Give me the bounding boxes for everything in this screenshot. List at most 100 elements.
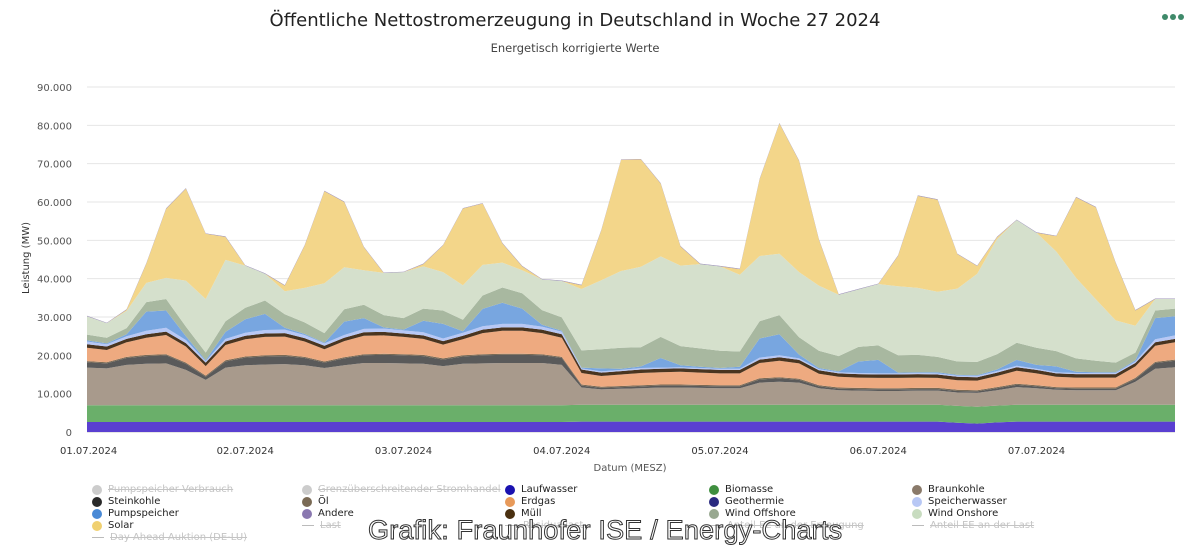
- y-tick-label: 60.000: [37, 198, 72, 209]
- y-tick-label: 80.000: [37, 121, 72, 132]
- area-öl[interactable]: [87, 353, 1175, 392]
- legend-dot-icon: [505, 484, 515, 495]
- legend-item[interactable]: Pumpspeicher Verbrauch: [92, 484, 233, 495]
- legend-label: Öl: [318, 496, 329, 507]
- area-wind-onshore[interactable]: [87, 220, 1175, 363]
- chart-title: Öffentliche Nettostromerzeugung in Deuts…: [269, 10, 881, 31]
- legend-dot-icon: [302, 484, 312, 495]
- legend-label: Andere: [318, 508, 354, 519]
- x-tick-label: 03.07.2024: [375, 446, 432, 457]
- x-tick-label: 01.07.2024: [60, 446, 117, 457]
- y-tick-label: 10.000: [37, 390, 72, 401]
- legend-dot-icon: [302, 496, 312, 507]
- legend-item[interactable]: Solar: [92, 520, 133, 531]
- legend-line-icon: [92, 537, 104, 538]
- legend-item[interactable]: Speicherwasser: [912, 496, 1007, 507]
- legend-label: Pumpspeicher Verbrauch: [108, 484, 234, 495]
- chart-subtitle: Energetisch korrigierte Werte: [490, 41, 660, 55]
- area-biomasse[interactable]: [87, 404, 1175, 424]
- legend-label: Steinkohle: [108, 496, 161, 507]
- legend-item[interactable]: Geothermie: [709, 496, 784, 507]
- legend-dot-icon: [302, 508, 312, 519]
- legend-label: Müll: [521, 508, 542, 519]
- area-wind-offshore[interactable]: [87, 287, 1175, 376]
- legend-dot-icon: [505, 508, 515, 519]
- y-tick-label: 50.000: [37, 236, 72, 247]
- x-tick-label: 04.07.2024: [533, 446, 590, 457]
- legend-dot-icon: [912, 496, 922, 507]
- legend-label: Pumpspeicher: [108, 508, 179, 519]
- legend-item[interactable]: Öl: [302, 496, 329, 507]
- y-tick-label: 90.000: [37, 83, 72, 94]
- y-tick-label: 0: [66, 428, 72, 439]
- legend-item[interactable]: Müll: [505, 508, 542, 519]
- legend-label: Solar: [108, 520, 134, 531]
- legend-item[interactable]: Last: [302, 520, 341, 531]
- legend-item[interactable]: Anteil EE an der Erzeugung: [709, 520, 864, 531]
- legend-dot-icon: [709, 484, 719, 495]
- legend-label: Geothermie: [725, 496, 785, 507]
- legend-label: Biomasse: [725, 484, 774, 495]
- y-axis-ticks: 0 10.000 20.000 30.000 40.000 50.000 60.000 70.…: [37, 83, 72, 439]
- x-tick-label: 06.07.2024: [850, 446, 907, 457]
- legend-item[interactable]: Wind Onshore: [912, 508, 998, 519]
- legend-label: Speicherwasser: [928, 496, 1007, 507]
- legend-item[interactable]: Pumpspeicher: [92, 508, 179, 519]
- area-müll[interactable]: [87, 327, 1175, 381]
- legend-item[interactable]: Andere: [302, 508, 354, 519]
- area-steinkohle[interactable]: [87, 354, 1175, 393]
- legend-dot-icon: [92, 496, 102, 507]
- area-braunkohle[interactable]: [87, 363, 1175, 407]
- chart-area: 0 10.000 20.000 30.000 40.000 50.000 60.000 70.…: [21, 83, 1175, 474]
- legend-item[interactable]: Braunkohle: [912, 484, 985, 495]
- legend-line-icon: [302, 525, 314, 526]
- x-axis-ticks: 01.07.2024 02.07.2024 03.07.2024 04.07.2024…: [60, 446, 1065, 457]
- y-axis-label: Leistung (MW): [21, 222, 32, 294]
- area-pumpspeicher[interactable]: [87, 302, 1175, 376]
- more-dots-icon[interactable]: [1162, 14, 1184, 20]
- legend-label: Wind Offshore: [725, 508, 796, 519]
- legend-label: Last: [320, 520, 341, 531]
- area-laufwasser[interactable]: [87, 421, 1175, 432]
- watermark: Grafik: Fraunhofer ISE / Energy-Charts: [367, 515, 843, 546]
- legend-item[interactable]: Laufwasser: [505, 484, 577, 495]
- x-tick-label: 02.07.2024: [217, 446, 274, 457]
- legend-line-icon: [505, 525, 517, 526]
- legend-item[interactable]: Steinkohle: [92, 496, 160, 507]
- legend-item[interactable]: Residuallast: [505, 520, 583, 531]
- x-axis-label: Datum (MESZ): [594, 463, 667, 474]
- area-solar[interactable]: [87, 123, 1175, 326]
- y-tick-label: 40.000: [37, 275, 72, 286]
- x-tick-label: 05.07.2024: [691, 446, 748, 457]
- y-tick-label: 70.000: [37, 160, 72, 171]
- legend: Pumpspeicher Verbrauch Grenzüberschreiten…: [92, 484, 1192, 560]
- legend-dot-icon: [92, 484, 102, 495]
- legend-label: Laufwasser: [521, 484, 578, 495]
- legend-dot-icon: [709, 496, 719, 507]
- x-tick-label: 07.07.2024: [1008, 446, 1065, 457]
- legend-label: Day Ahead Auktion (DE-LU): [110, 532, 248, 543]
- legend-item[interactable]: Wind Offshore: [709, 508, 796, 519]
- legend-item[interactable]: Grenzüberschreitender Stromhandel: [302, 484, 501, 495]
- legend-dot-icon: [505, 496, 515, 507]
- legend-dot-icon: [709, 508, 719, 519]
- legend-label: Grenzüberschreitender Stromhandel: [318, 484, 501, 495]
- area-erdgas[interactable]: [87, 330, 1175, 391]
- legend-item[interactable]: Anteil EE an der Last: [912, 520, 1034, 531]
- stacked-areas: [87, 123, 1175, 432]
- legend-line-icon: [709, 525, 721, 526]
- legend-dot-icon: [912, 508, 922, 519]
- legend-label: Anteil EE an der Erzeugung: [727, 520, 864, 531]
- legend-label: Residuallast: [523, 520, 584, 531]
- legend-label: Wind Onshore: [928, 508, 999, 519]
- legend-item[interactable]: Day Ahead Auktion (DE-LU): [92, 532, 247, 543]
- y-tick-label: 30.000: [37, 313, 72, 324]
- legend-item[interactable]: Erdgas: [505, 496, 555, 507]
- legend-dot-icon: [92, 508, 102, 519]
- legend-label: Anteil EE an der Last: [930, 520, 1035, 531]
- legend-dot-icon: [912, 484, 922, 495]
- legend-label: Erdgas: [521, 496, 556, 507]
- legend-label: Braunkohle: [928, 484, 985, 495]
- legend-item[interactable]: Biomasse: [709, 484, 773, 495]
- y-tick-label: 20.000: [37, 351, 72, 362]
